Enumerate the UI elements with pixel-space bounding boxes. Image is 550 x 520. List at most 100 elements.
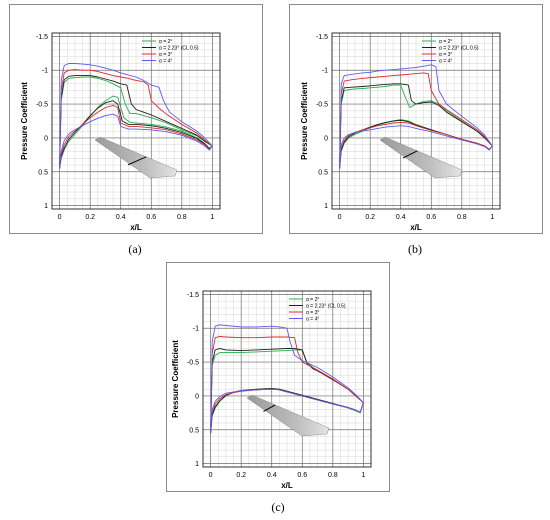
legend-entry: α = 4° xyxy=(159,59,172,65)
series-line-upper xyxy=(339,64,493,169)
series-line-upper xyxy=(210,324,364,434)
chart-panel-a: 0 0.2 0.4 0.6 0.8 1 -1.5 -1 -0.5 0 0.5 1 x/L Pressure… xyxy=(9,4,263,234)
x-tick-label: 0.6 xyxy=(426,214,436,221)
series-line-upper xyxy=(210,335,364,434)
legend-entry: α = 2.23° (CL 0.5) xyxy=(159,46,199,52)
series-alpha-2 xyxy=(59,76,213,169)
x-tick-label: 1 xyxy=(490,214,494,221)
y-tick-label: 0.5 xyxy=(318,169,328,176)
series-line-upper xyxy=(339,84,493,169)
legend: α = 2°α = 2.23° (CL 0.5)α = 3°α = 4° xyxy=(422,39,479,65)
series-line-lower xyxy=(339,121,493,169)
y-tick-label: -0.5 xyxy=(36,102,48,109)
axes-frame xyxy=(331,32,501,210)
wing-planform-inset xyxy=(246,394,330,437)
wing-planform-inset xyxy=(94,136,178,179)
series-alpha-3 xyxy=(339,72,493,169)
legend-entry: α = 3° xyxy=(306,310,319,316)
legend-entry: α = 2° xyxy=(159,39,172,45)
series-line-lower xyxy=(59,113,213,169)
series-line-upper xyxy=(59,63,213,169)
y-axis-label: Pressure Coefficient xyxy=(300,82,309,160)
section-line-marker xyxy=(263,404,276,412)
major-grid xyxy=(332,33,500,209)
x-tick-label: 0.4 xyxy=(116,214,126,221)
legend-entry: α = 2° xyxy=(306,297,319,303)
series-line-upper xyxy=(339,72,493,169)
x-tick-label: 0.4 xyxy=(396,214,406,221)
y-tick-label: 1 xyxy=(195,461,199,468)
x-tick-label: 0.8 xyxy=(177,214,187,221)
cp-chart-a: 0 0.2 0.4 0.6 0.8 1 -1.5 -1 -0.5 0 0.5 1 x/L Pressure… xyxy=(20,32,221,232)
legend: α = 2°α = 2.23° (CL 0.5)α = 3°α = 4° xyxy=(289,297,346,323)
x-axis-label: x/L xyxy=(130,223,142,232)
series-line-lower xyxy=(339,125,493,169)
y-tick-label: 0.5 xyxy=(38,169,48,176)
legend-entry: α = 4° xyxy=(306,317,319,323)
axes-frame xyxy=(202,290,372,468)
y-axis-label: Pressure Coefficient xyxy=(20,82,29,160)
legend-entry: α = 3° xyxy=(159,52,172,58)
x-tick-label: 0.8 xyxy=(457,214,467,221)
x-tick-label: 0.8 xyxy=(328,472,338,479)
x-axis-label: x/L xyxy=(281,481,293,490)
y-tick-label: -1.5 xyxy=(36,34,48,41)
y-tick-label: 0 xyxy=(195,393,199,400)
x-tick-label: 0 xyxy=(58,214,62,221)
y-tick-label: 0 xyxy=(324,135,328,142)
section-line-marker xyxy=(127,156,147,166)
y-tick-label: -1 xyxy=(42,68,48,75)
y-tick-label: -1 xyxy=(322,68,328,75)
legend: α = 2°α = 2.23° (CL 0.5)α = 3°α = 4° xyxy=(142,39,199,65)
legend-entry: α = 2.23° (CL 0.5) xyxy=(306,304,346,310)
y-tick-label: -1.5 xyxy=(316,34,328,41)
y-tick-label: -1.5 xyxy=(187,292,199,299)
series-line-lower xyxy=(210,388,364,434)
series-line-lower xyxy=(59,100,213,169)
x-tick-label: 1 xyxy=(210,214,214,221)
x-tick-label: 0.4 xyxy=(267,472,277,479)
x-tick-label: 1 xyxy=(361,472,365,479)
legend-entry: α = 4° xyxy=(439,59,452,65)
series-alpha-2-23 xyxy=(59,75,213,169)
cp-chart-c: 0 0.2 0.4 0.6 0.8 1 -1.5 -1 -0.5 0 0.5 1 x/L Pressure… xyxy=(171,290,372,490)
caption-b: (b) xyxy=(408,242,422,256)
wing-planform-inset xyxy=(379,136,463,179)
y-axis-label: Pressure Coefficient xyxy=(171,340,180,418)
y-tick-label: -0.5 xyxy=(187,360,199,367)
chart-panel-b: 0 0.2 0.4 0.6 0.8 1 -1.5 -1 -0.5 0 0.5 1 x/L Pressure… xyxy=(289,4,543,234)
series-alpha-4 xyxy=(210,324,364,434)
series-line-lower xyxy=(59,95,213,169)
series-alpha-4 xyxy=(59,63,213,169)
cp-chart-b: 0 0.2 0.4 0.6 0.8 1 -1.5 -1 -0.5 0 0.5 1 x/L Pressure… xyxy=(300,32,501,232)
y-tick-label: -0.5 xyxy=(316,102,328,109)
series-alpha-3 xyxy=(59,69,213,169)
series-alpha-4 xyxy=(339,64,493,169)
y-tick-label: 0 xyxy=(44,135,48,142)
series-line-lower xyxy=(59,104,213,169)
x-tick-label: 0.2 xyxy=(236,472,246,479)
series-line-upper xyxy=(59,76,213,169)
caption-c: (c) xyxy=(271,500,285,514)
series-line-upper xyxy=(210,348,364,434)
x-tick-label: 0.2 xyxy=(365,214,375,221)
y-tick-label: 1 xyxy=(324,203,328,210)
series-line-upper xyxy=(59,69,213,169)
caption-a: (a) xyxy=(128,242,142,256)
x-tick-label: 0.6 xyxy=(146,214,156,221)
axes-frame xyxy=(51,32,221,210)
x-axis-label: x/L xyxy=(410,223,422,232)
x-tick-label: 0 xyxy=(338,214,342,221)
y-tick-label: 1 xyxy=(44,203,48,210)
legend-entry: α = 2° xyxy=(439,39,452,45)
series-line-upper xyxy=(339,83,493,169)
y-tick-label: 0.5 xyxy=(189,427,199,434)
y-tick-label: -1 xyxy=(193,326,199,333)
x-tick-label: 0.6 xyxy=(297,472,307,479)
x-tick-label: 0 xyxy=(209,472,213,479)
legend-entry: α = 3° xyxy=(439,52,452,58)
series-line-upper xyxy=(59,75,213,169)
section-line-marker xyxy=(402,150,418,159)
x-tick-label: 0.2 xyxy=(85,214,95,221)
chart-panel-c: 0 0.2 0.4 0.6 0.8 1 -1.5 -1 -0.5 0 0.5 1 x/L Pressure… xyxy=(166,262,390,492)
